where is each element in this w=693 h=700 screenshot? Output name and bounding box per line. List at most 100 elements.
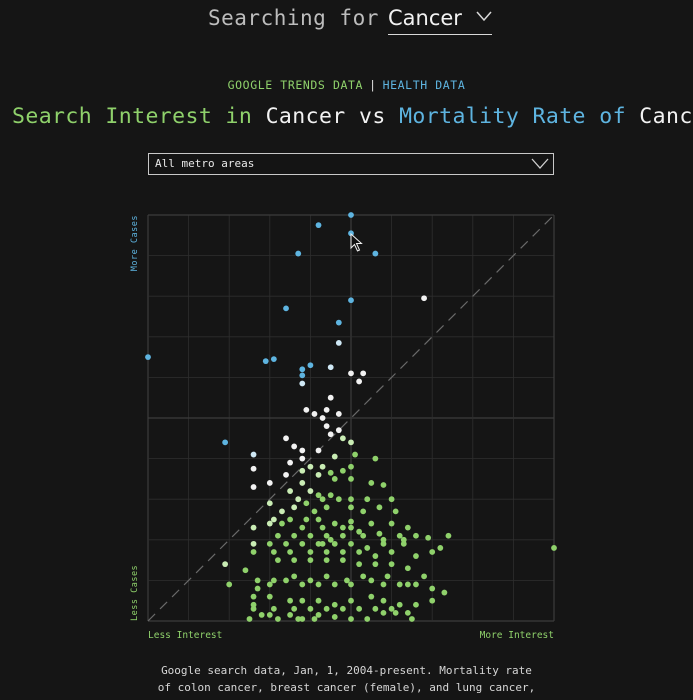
- data-point[interactable]: [250, 465, 257, 472]
- data-point[interactable]: [388, 605, 395, 612]
- data-point[interactable]: [222, 439, 229, 446]
- data-point[interactable]: [323, 406, 330, 413]
- data-point[interactable]: [315, 597, 322, 604]
- data-point[interactable]: [368, 480, 375, 486]
- data-point[interactable]: [356, 378, 363, 385]
- data-point[interactable]: [291, 605, 298, 612]
- data-point[interactable]: [222, 561, 229, 568]
- data-point[interactable]: [421, 295, 427, 302]
- data-point[interactable]: [250, 601, 257, 608]
- data-point[interactable]: [266, 480, 273, 486]
- data-point[interactable]: [323, 573, 330, 580]
- data-point[interactable]: [392, 609, 399, 616]
- data-point[interactable]: [319, 540, 326, 547]
- data-point[interactable]: [226, 581, 233, 588]
- search-term-select[interactable]: Cancer: [388, 4, 492, 35]
- data-point[interactable]: [291, 557, 298, 563]
- data-point[interactable]: [323, 557, 330, 563]
- data-point[interactable]: [348, 504, 354, 511]
- data-point[interactable]: [404, 609, 411, 616]
- data-point[interactable]: [315, 581, 322, 588]
- data-point[interactable]: [311, 411, 318, 417]
- data-point[interactable]: [323, 549, 330, 555]
- data-point[interactable]: [299, 524, 306, 531]
- data-point[interactable]: [348, 540, 354, 547]
- data-point[interactable]: [348, 518, 354, 525]
- data-point[interactable]: [380, 581, 387, 588]
- data-point[interactable]: [441, 589, 448, 596]
- data-point[interactable]: [299, 366, 306, 373]
- data-point[interactable]: [429, 597, 436, 604]
- data-point[interactable]: [287, 516, 293, 523]
- data-point[interactable]: [307, 577, 314, 584]
- data-point[interactable]: [283, 577, 289, 584]
- data-point[interactable]: [270, 577, 277, 584]
- data-point[interactable]: [279, 520, 285, 527]
- data-point[interactable]: [254, 585, 261, 592]
- data-point[interactable]: [266, 520, 273, 527]
- data-point[interactable]: [307, 549, 314, 555]
- data-point[interactable]: [429, 585, 436, 592]
- data-point[interactable]: [307, 605, 314, 612]
- data-point[interactable]: [364, 496, 371, 503]
- data-point[interactable]: [327, 536, 334, 543]
- data-point[interactable]: [380, 482, 387, 488]
- data-point[interactable]: [283, 435, 289, 442]
- data-point[interactable]: [295, 496, 302, 503]
- data-point[interactable]: [311, 616, 318, 622]
- data-point[interactable]: [372, 553, 379, 559]
- data-point[interactable]: [409, 616, 415, 622]
- data-point[interactable]: [437, 545, 444, 551]
- data-point[interactable]: [335, 411, 342, 417]
- data-point[interactable]: [396, 601, 403, 608]
- data-point[interactable]: [396, 581, 403, 588]
- data-point[interactable]: [331, 614, 338, 620]
- data-point[interactable]: [348, 524, 354, 531]
- data-point[interactable]: [388, 496, 395, 503]
- data-point[interactable]: [323, 605, 330, 612]
- data-point[interactable]: [299, 372, 306, 379]
- data-point[interactable]: [327, 492, 334, 499]
- data-point[interactable]: [327, 469, 334, 476]
- data-point[interactable]: [429, 549, 436, 555]
- data-point[interactable]: [319, 524, 326, 531]
- data-point[interactable]: [348, 212, 354, 218]
- data-point[interactable]: [275, 532, 281, 539]
- data-point[interactable]: [339, 467, 346, 474]
- data-point[interactable]: [339, 532, 346, 539]
- data-point[interactable]: [348, 581, 354, 588]
- data-point[interactable]: [404, 565, 411, 572]
- data-point[interactable]: [356, 549, 363, 555]
- data-point[interactable]: [384, 573, 391, 580]
- data-point[interactable]: [368, 593, 375, 600]
- data-point[interactable]: [327, 364, 334, 371]
- data-point[interactable]: [242, 567, 249, 574]
- data-point[interactable]: [364, 545, 371, 551]
- data-point[interactable]: [311, 508, 318, 515]
- data-point[interactable]: [262, 358, 269, 365]
- data-point[interactable]: [344, 577, 350, 584]
- data-point[interactable]: [258, 612, 265, 618]
- data-point[interactable]: [331, 601, 338, 608]
- data-point[interactable]: [348, 297, 354, 304]
- data-point[interactable]: [413, 581, 419, 588]
- data-point[interactable]: [372, 250, 379, 257]
- data-point[interactable]: [335, 496, 342, 503]
- data-point[interactable]: [388, 549, 395, 555]
- data-point[interactable]: [331, 581, 338, 588]
- data-point[interactable]: [250, 549, 257, 555]
- data-point[interactable]: [295, 250, 302, 257]
- data-point[interactable]: [315, 540, 322, 547]
- data-point[interactable]: [372, 605, 379, 612]
- data-point[interactable]: [315, 447, 322, 454]
- data-point[interactable]: [396, 532, 403, 539]
- data-point[interactable]: [307, 488, 314, 494]
- data-point[interactable]: [291, 532, 298, 539]
- data-point[interactable]: [275, 557, 281, 563]
- data-point[interactable]: [303, 500, 310, 507]
- data-point[interactable]: [388, 520, 395, 527]
- data-point[interactable]: [299, 597, 306, 604]
- data-point[interactable]: [270, 356, 277, 363]
- data-point[interactable]: [421, 573, 427, 580]
- data-point[interactable]: [299, 540, 306, 547]
